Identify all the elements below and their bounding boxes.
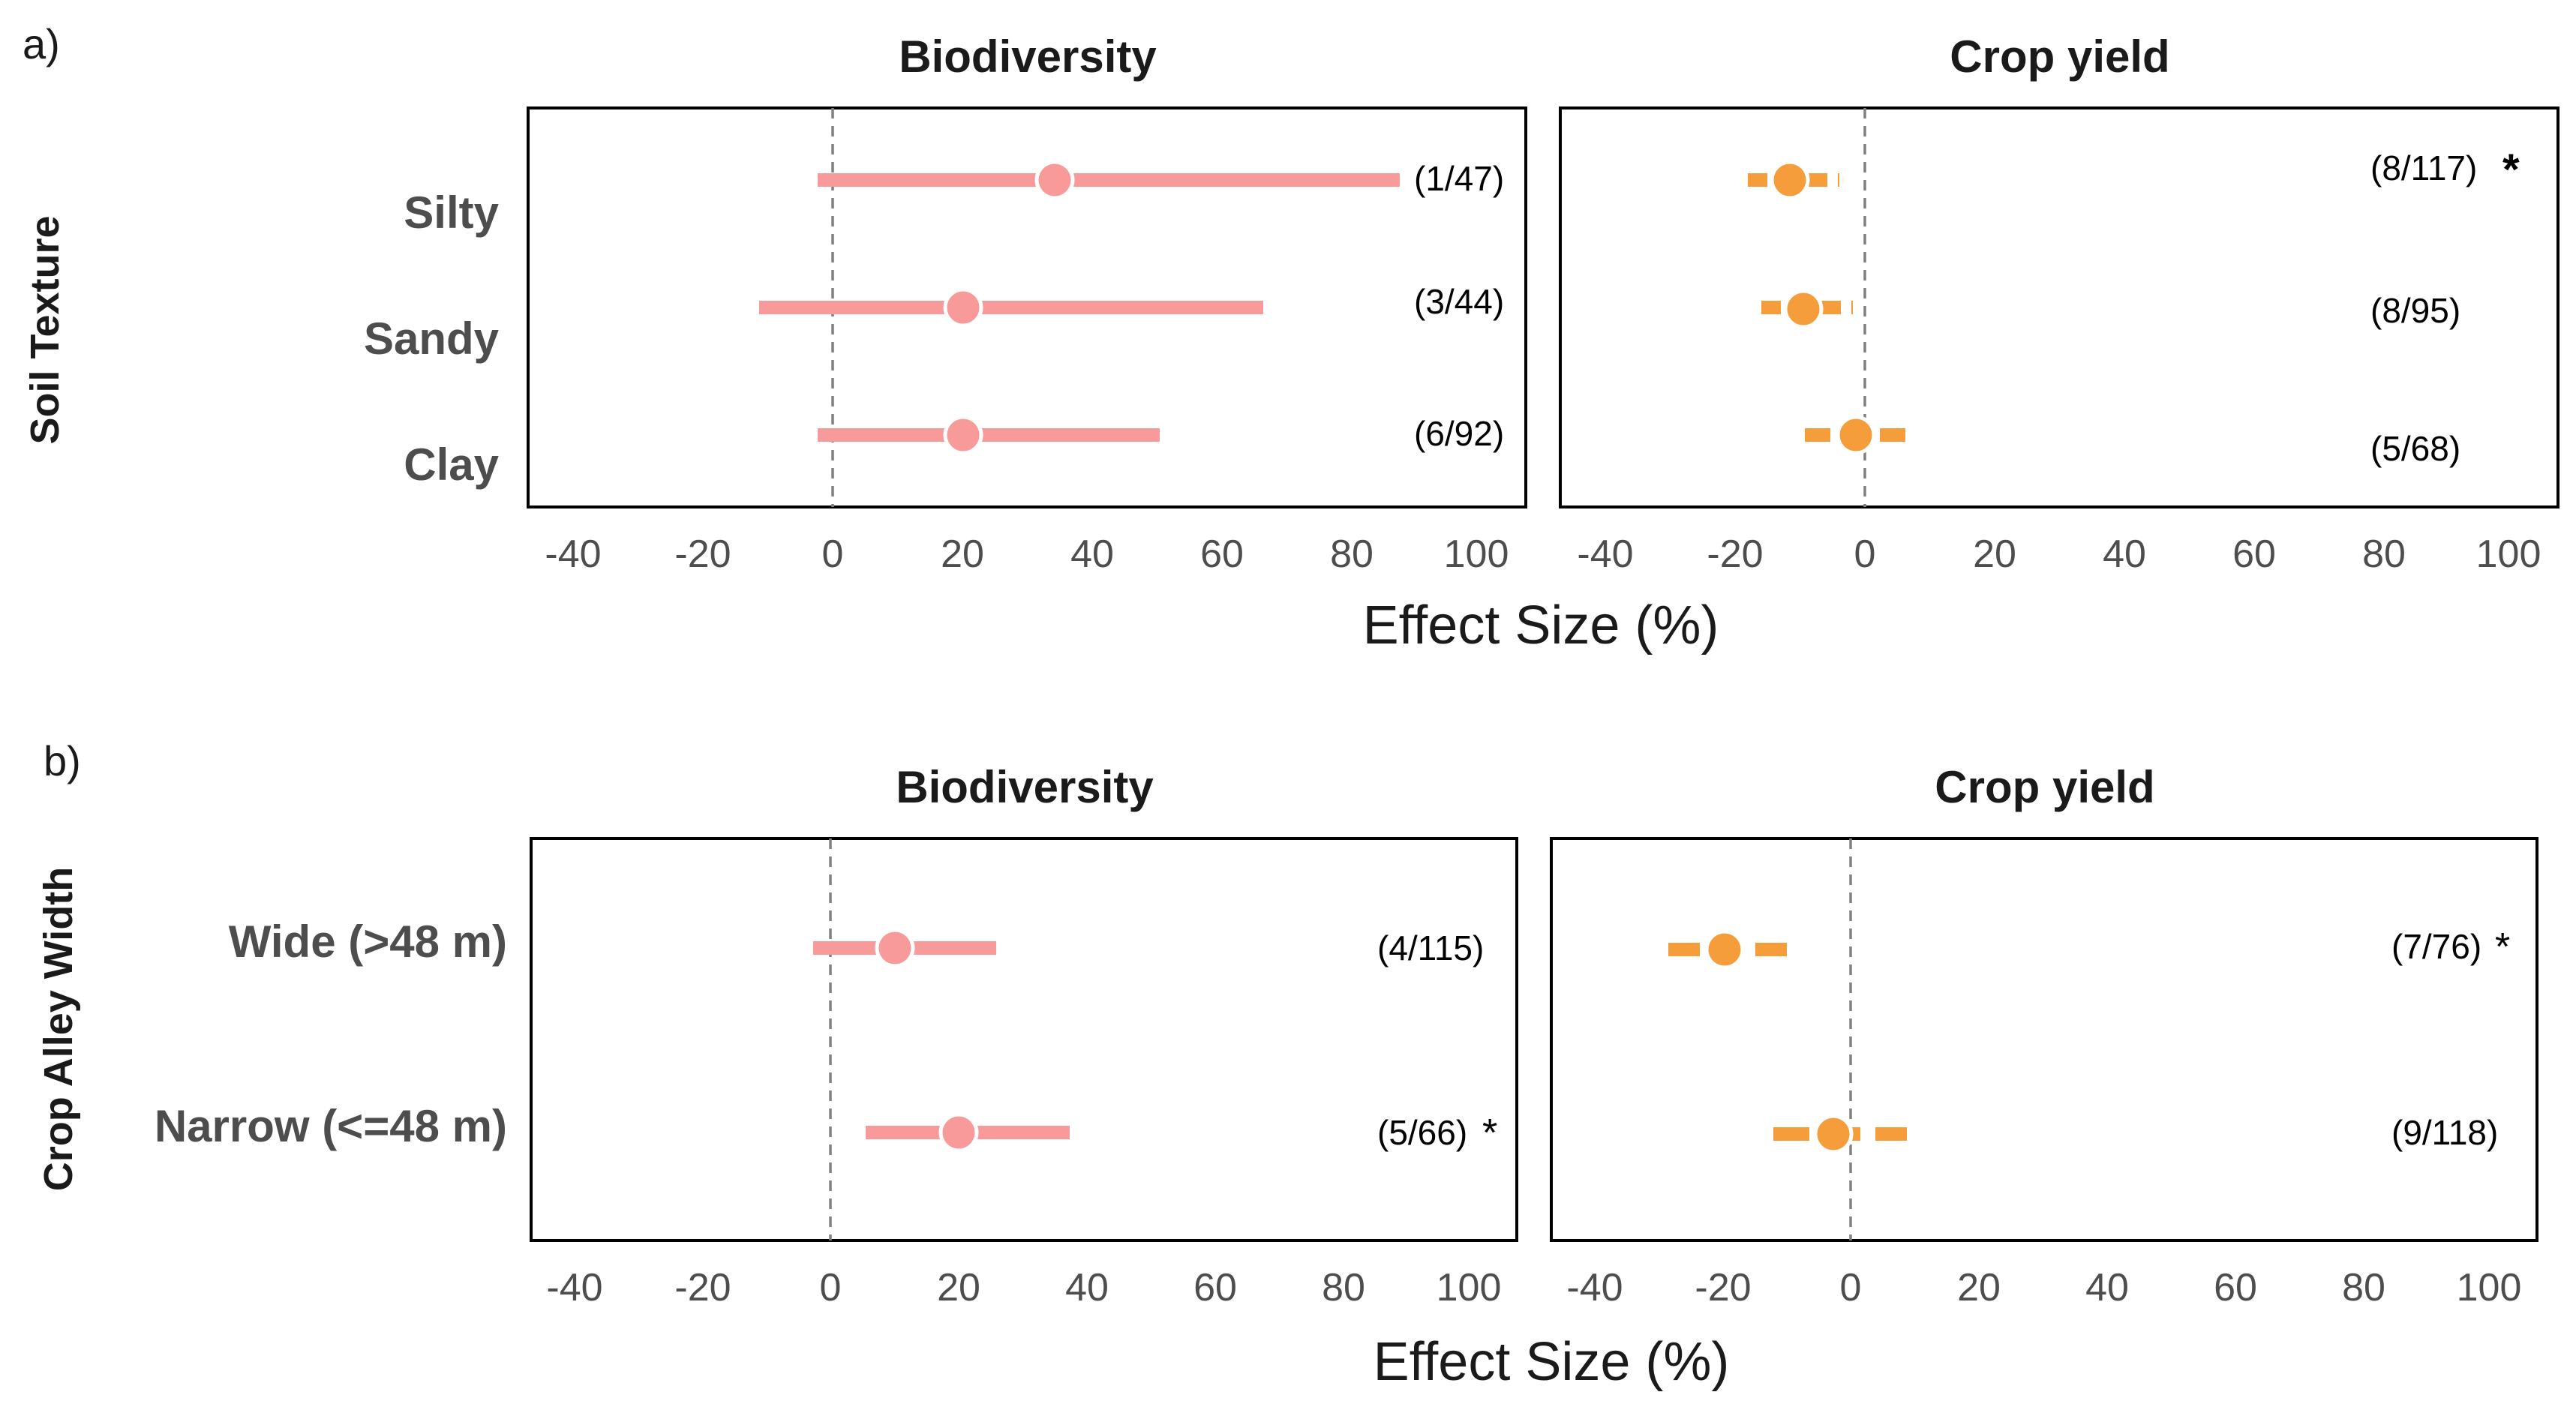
significance-marker: *: [2495, 926, 2510, 969]
significance-marker: *: [1482, 1112, 1497, 1155]
x-tick-label: 0: [1840, 1266, 1862, 1310]
point-estimate: [943, 415, 983, 455]
category-label: Narrow (<=48 m): [155, 1101, 507, 1151]
plot-frame: [1550, 837, 2538, 1242]
category-label: Clay: [404, 440, 499, 490]
x-tick-label: 40: [1070, 532, 1114, 576]
x-tick-label: 40: [2103, 532, 2146, 576]
point-estimate: [1813, 1114, 1854, 1154]
data-label: (1/47): [1414, 159, 1504, 198]
x-tick-label: -20: [1707, 532, 1763, 576]
x-tick-label: -40: [1577, 532, 1633, 576]
x-tick-label: 80: [1330, 532, 1374, 576]
panel-label: b): [44, 737, 81, 784]
data-label: (3/44): [1414, 282, 1504, 321]
subpanel-crop-yield: Crop yield (8/117) * (8/95) (5/68) -40: [1559, 32, 2559, 576]
subpanel-title: Biodiversity: [896, 762, 1154, 812]
x-tick-label: -40: [546, 1266, 602, 1310]
ci-bar-narrow: (5/66) *: [866, 1112, 1497, 1155]
x-tick-label: -20: [674, 1266, 731, 1310]
x-tick-label: -20: [674, 532, 731, 576]
data-label: (4/115): [1377, 928, 1484, 968]
x-tick-label: 20: [941, 532, 984, 576]
x-tick-label: -40: [545, 532, 601, 576]
x-tick-label: 100: [2476, 532, 2541, 576]
x-axis-ticks: -40 -20 0 20 40 60 80 100: [1566, 1266, 2521, 1310]
x-tick-label: 20: [937, 1266, 980, 1310]
x-axis-ticks: -40 -20 0 20 40 60 80 100: [545, 532, 1509, 576]
x-tick-label: 40: [2085, 1266, 2129, 1310]
x-tick-label: 100: [1437, 1266, 1502, 1310]
x-tick-label: -20: [1695, 1266, 1751, 1310]
panel-a: a) Soil Texture Silty Sandy Clay Biodive…: [23, 20, 2559, 656]
category-label: Sandy: [364, 314, 500, 364]
ci-bar-wide: (7/76) *: [1668, 926, 2510, 970]
x-tick-label: 80: [1322, 1266, 1365, 1310]
significance-marker: *: [2502, 146, 2520, 194]
point-estimate: [1783, 289, 1824, 329]
subpanel-crop-yield: Crop yield (7/76) * (9/118) -40 -20 0 20…: [1550, 762, 2538, 1310]
x-axis-title: Effect Size (%): [1374, 1332, 1730, 1392]
x-tick-label: 60: [2214, 1266, 2257, 1310]
point-estimate: [938, 1112, 979, 1153]
subpanel-biodiversity: Biodiversity (4/115) (5/66) * -40 -20 0 …: [530, 762, 1518, 1310]
ci-bar-sandy: (3/44): [759, 282, 1504, 328]
x-tick-label: 0: [822, 532, 844, 576]
x-axis-title: Effect Size (%): [1363, 596, 1719, 656]
x-tick-label: 60: [2232, 532, 2276, 576]
panel-label: a): [23, 20, 60, 68]
x-tick-label: 40: [1065, 1266, 1109, 1310]
data-label: (9/118): [2391, 1113, 2498, 1152]
x-tick-label: 100: [1444, 532, 1509, 576]
point-estimate: [1770, 160, 1810, 200]
x-tick-label: 80: [2342, 1266, 2385, 1310]
x-axis-ticks: -40 -20 0 20 40 60 80 100: [1577, 532, 2541, 576]
ci-bar-silty: (1/47): [818, 159, 1504, 200]
subpanel-title: Crop yield: [1935, 762, 2154, 812]
data-label: (5/68): [2370, 429, 2460, 468]
ci-bar-narrow: (9/118): [1773, 1113, 2498, 1154]
ci-bar-sandy: (8/95): [1761, 289, 2460, 330]
point-estimate: [875, 928, 915, 968]
facet-title: Soil Texture: [23, 215, 68, 444]
ci-bar-clay: (6/92): [818, 414, 1504, 455]
subpanel-title: Crop yield: [1950, 32, 2169, 82]
x-tick-label: 60: [1193, 1266, 1237, 1310]
point-estimate: [943, 287, 983, 328]
ci-bar-wide: (4/115): [813, 928, 1484, 968]
category-label: Silty: [404, 188, 499, 238]
ci-bar-silty: (8/117) *: [1748, 146, 2520, 200]
x-tick-label: 20: [1973, 532, 2016, 576]
subpanel-biodiversity: Biodiversity (1/47) (3/44) (6/92) -40 -2…: [527, 32, 1527, 576]
plot-frame: [1559, 106, 2559, 508]
data-label: (7/76): [2391, 927, 2481, 966]
point-estimate: [1704, 929, 1745, 970]
facet-title: Crop Alley Width: [36, 867, 81, 1192]
data-label: (6/92): [1414, 414, 1504, 453]
data-label: (8/117): [2370, 148, 2477, 188]
x-tick-label: -40: [1566, 1266, 1623, 1310]
category-label: Wide (>48 m): [229, 916, 507, 967]
plot-frame: [527, 106, 1527, 508]
x-tick-label: 0: [1854, 532, 1876, 576]
x-axis-ticks: -40 -20 0 20 40 60 80 100: [546, 1266, 1501, 1310]
panel-b: b) Crop Alley Width Wide (>48 m) Narrow …: [36, 737, 2538, 1392]
plot-frame: [530, 837, 1518, 1242]
x-tick-label: 60: [1200, 532, 1244, 576]
ci-bar-clay: (5/68): [1805, 415, 2460, 468]
point-estimate: [1836, 415, 1876, 455]
x-tick-label: 80: [2362, 532, 2406, 576]
x-tick-label: 100: [2457, 1266, 2522, 1310]
subpanel-title: Biodiversity: [899, 32, 1157, 82]
x-tick-label: 20: [1957, 1266, 2001, 1310]
data-label: (8/95): [2370, 291, 2460, 330]
point-estimate: [1034, 160, 1075, 200]
data-label: (5/66): [1377, 1113, 1467, 1152]
x-tick-label: 0: [820, 1266, 842, 1310]
